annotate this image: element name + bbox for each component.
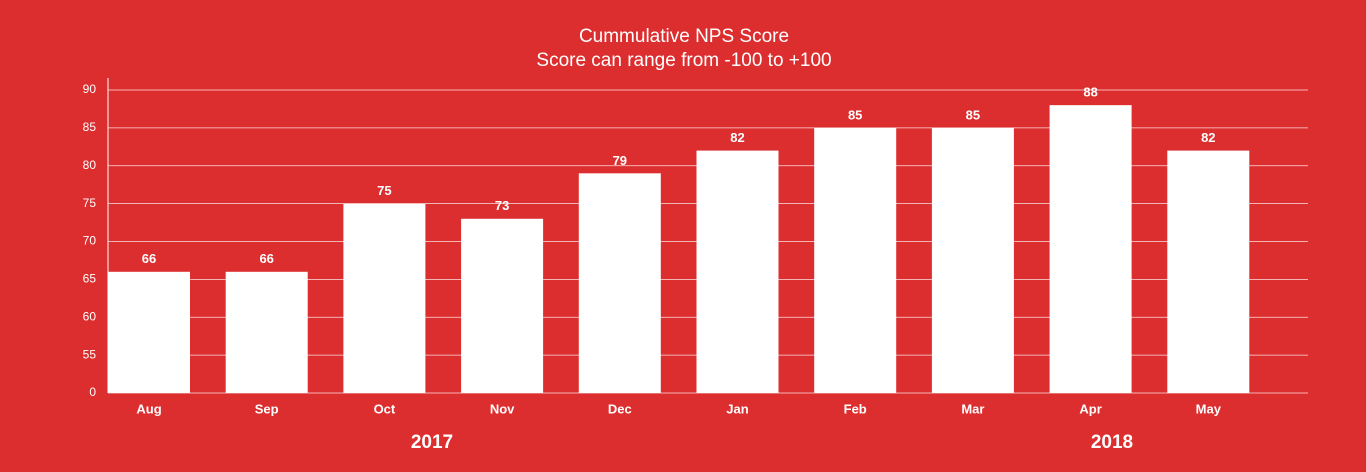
y-tick-label: 85 (83, 120, 97, 134)
x-tick-label: Sep (255, 401, 279, 416)
chart-title: Cummulative NPS Score (579, 26, 789, 47)
bar (931, 127, 1014, 393)
value-label: 75 (377, 183, 391, 198)
x-tick-label: Oct (374, 401, 396, 416)
bar (814, 127, 897, 393)
y-tick-label: 75 (83, 196, 97, 210)
x-tick-label: Mar (961, 401, 984, 416)
bar (1167, 150, 1250, 393)
value-label: 82 (730, 130, 744, 145)
y-tick-label: 65 (83, 272, 97, 286)
bar (461, 218, 544, 393)
y-tick-label: 70 (83, 234, 97, 248)
value-label: 88 (1083, 85, 1097, 100)
bar (578, 173, 661, 393)
value-label: 85 (966, 107, 980, 122)
x-tick-label: May (1196, 401, 1222, 416)
x-tick-label: Feb (844, 401, 867, 416)
bar (225, 271, 308, 393)
y-tick-label: 90 (83, 82, 97, 96)
value-label: 66 (142, 251, 156, 266)
bar (108, 271, 190, 393)
y-tick-label: 60 (83, 309, 97, 323)
y-tick-label: 80 (83, 158, 97, 172)
year-label: 2017 (411, 432, 453, 453)
bar (343, 203, 426, 393)
value-label: 85 (848, 107, 862, 122)
y-tick-label: 0 (89, 385, 96, 399)
x-tick-label: Dec (608, 401, 632, 416)
y-tick-label: 55 (83, 347, 97, 361)
year-label: 2018 (1091, 432, 1133, 453)
value-label: 79 (613, 153, 627, 168)
value-label: 82 (1201, 130, 1215, 145)
value-label: 73 (495, 198, 509, 213)
x-tick-label: Jan (726, 401, 748, 416)
x-tick-label: Nov (490, 401, 515, 416)
bar (1049, 105, 1132, 394)
x-tick-label: Apr (1079, 401, 1101, 416)
bar (696, 150, 779, 393)
chart-subtitle: Score can range from -100 to +100 (536, 50, 831, 71)
x-tick-label: Aug (136, 401, 161, 416)
value-label: 66 (259, 251, 273, 266)
